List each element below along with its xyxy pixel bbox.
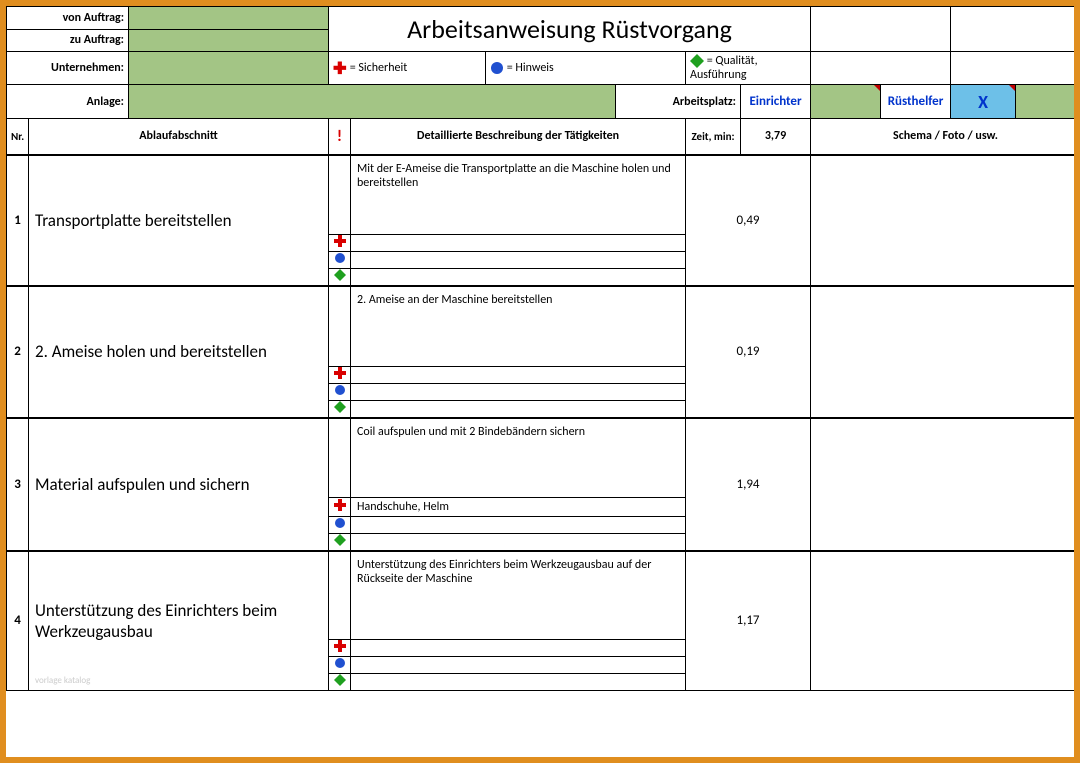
blank-top-1 (811, 7, 951, 52)
col-bang: ! (329, 119, 351, 155)
r1-icon-blank (329, 155, 351, 235)
r2-safety (351, 366, 686, 383)
field-einrichter[interactable] (811, 85, 881, 119)
legend-hint: = Hinweis (486, 52, 686, 85)
blank-unt-2 (951, 52, 1080, 85)
r1-hint (351, 252, 686, 269)
cell-ruesthelfer: Rüsthelfer (881, 85, 951, 119)
r2-quality-icon (329, 400, 351, 418)
r4-schema (811, 551, 1080, 690)
r2-hint (351, 383, 686, 400)
r4-icon-blank (329, 551, 351, 639)
blank-unt-1 (811, 52, 951, 85)
r2-quality (351, 400, 686, 418)
col-nr: Nr. (7, 119, 29, 155)
main-table: von Auftrag: Arbeitsanweisung Rüstvorgan… (6, 6, 1080, 691)
r3-icon-blank (329, 418, 351, 498)
legend-safety: = Sicherheit (329, 52, 486, 85)
r4-hint (351, 656, 686, 673)
field-von-auftrag[interactable] (129, 7, 329, 30)
col-abschnitt: Ablaufabschnitt (29, 119, 329, 155)
r4-quality-icon (329, 673, 351, 690)
r1-safety-icon (329, 235, 351, 252)
legend-hint-text: = Hinweis (507, 61, 554, 75)
r3-desc: Coil aufspulen und mit 2 Bindebändern si… (351, 418, 686, 498)
r3-hint (351, 517, 686, 534)
r2-safety-icon (329, 366, 351, 383)
field-ruesthelfer-extra[interactable] (1016, 85, 1080, 119)
watermark: vorlage katalog (35, 675, 90, 686)
r2-hint-icon (329, 383, 351, 400)
r4-safety-icon (329, 639, 351, 656)
col-zeit-total: 3,79 (741, 119, 811, 155)
r3-hint-icon (329, 517, 351, 534)
r4-safety (351, 639, 686, 656)
col-beschreibung: Detaillierte Beschreibung der Tätigkeite… (351, 119, 686, 155)
r2-schema (811, 286, 1080, 418)
r4-time: 1,17 (686, 551, 811, 690)
r2-desc: 2. Ameise an der Maschine bereitstellen (351, 286, 686, 366)
field-unternehmen[interactable] (129, 52, 329, 85)
r1-desc: Mit der E-Ameise die Transportplatte an … (351, 155, 686, 235)
r2-icon-blank (329, 286, 351, 366)
r1-nr: 1 (7, 155, 29, 287)
r3-name: Material aufspulen und sichern (29, 418, 329, 552)
r3-safety-icon (329, 498, 351, 517)
row-4-top: 4 Unterstützung des Einrichters beim Wer… (7, 551, 1080, 639)
r1-quality-icon (329, 269, 351, 287)
legend-quality: = Qualität, Ausführung (686, 52, 811, 85)
label-zu-auftrag: zu Auftrag: (7, 29, 129, 52)
field-zu-auftrag[interactable] (129, 29, 329, 52)
r3-time: 1,94 (686, 418, 811, 552)
r3-quality-icon (329, 534, 351, 552)
label-anlage: Anlage: (7, 85, 129, 119)
col-zeit: Zeit, min: (686, 119, 741, 155)
r3-safety: Handschuhe, Helm (351, 498, 686, 517)
r4-nr: 4 (7, 551, 29, 690)
label-arbeitsplatz: Arbeitsplatz: (616, 85, 741, 119)
row-column-headers: Nr. Ablaufabschnitt ! Detaillierte Besch… (7, 119, 1080, 155)
r2-nr: 2 (7, 286, 29, 418)
label-unternehmen: Unternehmen: (7, 52, 129, 85)
r2-name: 2. Ameise holen und bereitstellen (29, 286, 329, 418)
r3-schema (811, 418, 1080, 552)
cell-einrichter: Einrichter (741, 85, 811, 119)
r1-name: Transportplatte bereitstellen (29, 155, 329, 287)
row-1-top: 1 Transportplatte bereitstellen Mit der … (7, 155, 1080, 235)
document-frame: von Auftrag: Arbeitsanweisung Rüstvorgan… (0, 0, 1080, 763)
r4-desc: Unterstützung des Einrichters beim Werkz… (351, 551, 686, 639)
r2-time: 0,19 (686, 286, 811, 418)
r1-time: 0,49 (686, 155, 811, 287)
r4-name-text: Unterstützung des Einrichters beim Werkz… (35, 600, 277, 642)
legend-safety-text: = Sicherheit (350, 61, 408, 75)
label-von-auftrag: von Auftrag: (7, 7, 129, 30)
r1-safety (351, 235, 686, 252)
row-von-auftrag: von Auftrag: Arbeitsanweisung Rüstvorgan… (7, 7, 1080, 30)
r3-nr: 3 (7, 418, 29, 552)
r1-schema (811, 155, 1080, 287)
r4-hint-icon (329, 656, 351, 673)
r3-quality (351, 534, 686, 552)
cell-x[interactable]: X (951, 85, 1016, 119)
r1-quality (351, 269, 686, 287)
r4-name: Unterstützung des Einrichters beim Werkz… (29, 551, 329, 690)
r1-hint-icon (329, 252, 351, 269)
row-anlage: Anlage: Arbeitsplatz: Einrichter Rüsthel… (7, 85, 1080, 119)
blank-top-2 (951, 7, 1080, 52)
row-2-top: 2 2. Ameise holen und bereitstellen 2. A… (7, 286, 1080, 366)
row-unternehmen: Unternehmen: = Sicherheit = Hinweis = Qu… (7, 52, 1080, 85)
document-title: Arbeitsanweisung Rüstvorgang (329, 7, 811, 52)
r4-quality (351, 673, 686, 690)
field-anlage[interactable] (129, 85, 616, 119)
row-3-top: 3 Material aufspulen und sichern Coil au… (7, 418, 1080, 498)
col-schema: Schema / Foto / usw. (811, 119, 1080, 155)
